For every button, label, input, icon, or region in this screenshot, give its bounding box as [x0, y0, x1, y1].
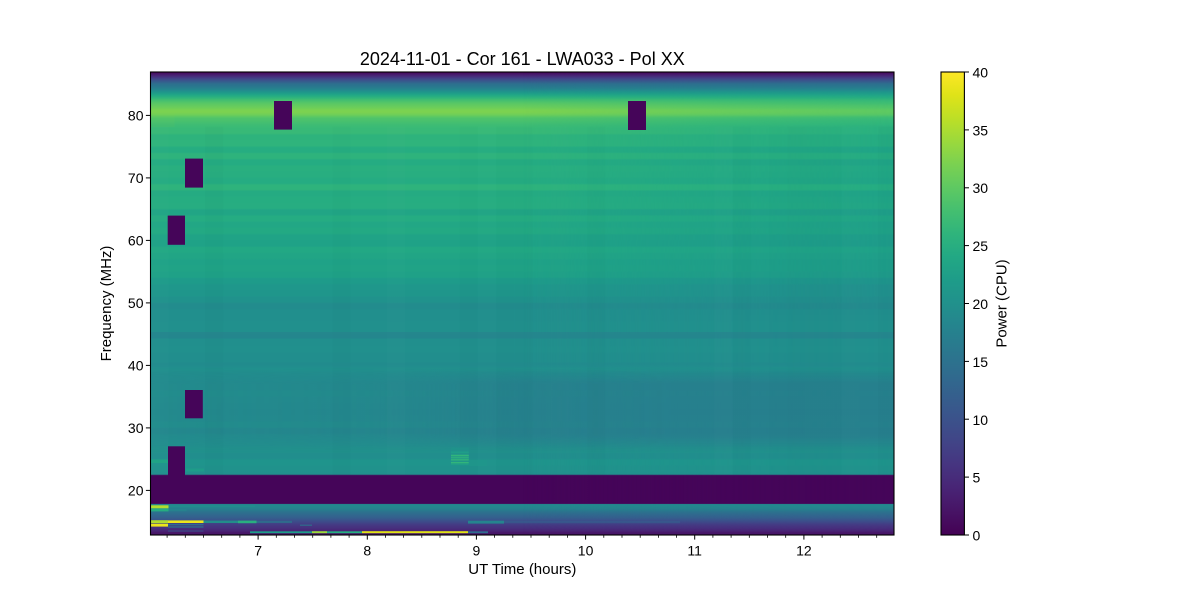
- svg-text:8: 8: [363, 543, 371, 559]
- svg-text:9: 9: [473, 543, 481, 559]
- svg-text:15: 15: [973, 354, 989, 370]
- svg-text:40: 40: [128, 357, 144, 373]
- svg-text:7: 7: [254, 543, 262, 559]
- svg-text:30: 30: [128, 420, 144, 436]
- svg-text:11: 11: [687, 543, 702, 559]
- svg-text:35: 35: [973, 122, 989, 138]
- svg-text:Power (CPU): Power (CPU): [994, 259, 1011, 347]
- svg-text:0: 0: [973, 528, 981, 544]
- svg-text:12: 12: [796, 543, 812, 559]
- svg-text:10: 10: [973, 412, 989, 428]
- svg-text:10: 10: [578, 543, 594, 559]
- svg-text:80: 80: [128, 107, 144, 123]
- svg-text:UT Time (hours): UT Time (hours): [468, 561, 576, 578]
- svg-text:30: 30: [973, 180, 989, 196]
- svg-text:40: 40: [973, 65, 989, 81]
- svg-text:25: 25: [973, 238, 989, 254]
- svg-text:20: 20: [973, 296, 989, 312]
- svg-text:50: 50: [128, 295, 144, 311]
- svg-text:Frequency (MHz): Frequency (MHz): [98, 246, 115, 362]
- svg-text:20: 20: [128, 482, 144, 498]
- svg-text:2024-11-01 - Cor 161 - LWA033: 2024-11-01 - Cor 161 - LWA033 - Pol XX: [360, 49, 685, 69]
- svg-text:5: 5: [973, 470, 981, 486]
- svg-text:70: 70: [128, 170, 144, 186]
- svg-text:60: 60: [128, 232, 144, 248]
